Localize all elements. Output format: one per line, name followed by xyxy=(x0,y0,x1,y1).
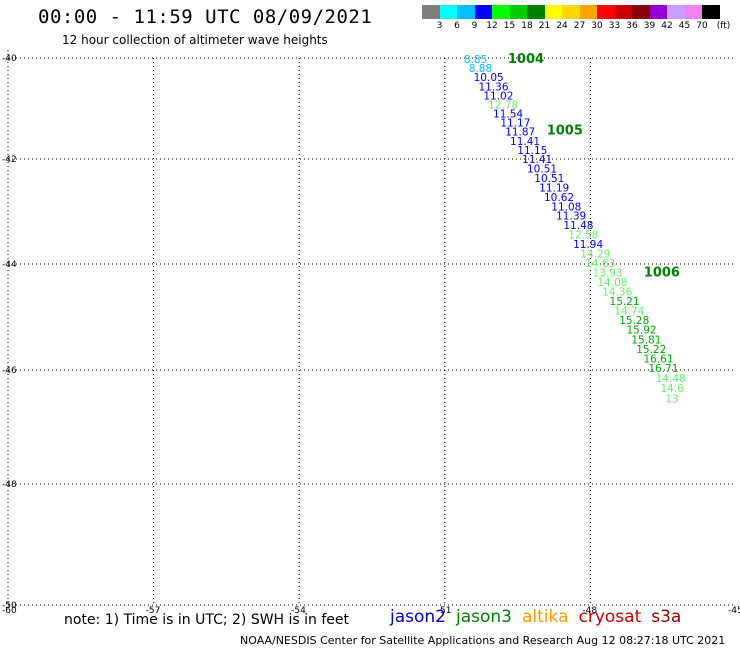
swh-value: 11.19 xyxy=(539,182,569,194)
colorbar-tick-label: 9 xyxy=(471,21,478,31)
swh-value: 11.41 xyxy=(522,154,552,166)
swh-value: 14.6 xyxy=(660,383,684,395)
colorbar-tick-label: 42 xyxy=(661,21,673,31)
colorbar-swatch xyxy=(614,5,632,19)
swh-value: 11.39 xyxy=(556,211,586,223)
latitude-label: -46 xyxy=(2,366,17,376)
swh-value: 14.63 xyxy=(585,258,615,270)
colorbar-tick-label: 70 xyxy=(696,21,708,31)
swh-value: 10.51 xyxy=(527,163,557,175)
pass-number: 1006 xyxy=(644,265,680,280)
swh-value: 11.36 xyxy=(478,81,508,93)
colorbar-swatch xyxy=(544,5,562,19)
swh-value: 10.05 xyxy=(474,72,504,84)
swh-value: 11.08 xyxy=(551,201,581,213)
latitude-label: -44 xyxy=(2,260,17,270)
colorbar-swatch xyxy=(439,5,457,19)
colorbar-swatch xyxy=(474,5,492,19)
colorbar-unit: (ft) xyxy=(716,21,731,31)
swh-value: 15.28 xyxy=(619,315,649,327)
colorbar-tick-label: 18 xyxy=(521,21,533,31)
pass-number: 1004 xyxy=(508,52,544,67)
latitude-label: -42 xyxy=(2,155,17,165)
swh-value: 11.15 xyxy=(517,145,547,157)
colorbar-swatch xyxy=(667,5,685,19)
swh-value: 15.92 xyxy=(627,325,657,337)
colorbar-tick-label: 30 xyxy=(591,21,603,31)
latitude-label: -50 xyxy=(2,601,17,611)
longitude-label: -45 xyxy=(728,606,740,616)
colorbar-swatch xyxy=(684,5,702,19)
swh-value: 14.36 xyxy=(602,287,632,299)
colorbar-swatch xyxy=(527,5,545,19)
swh-value: 11.94 xyxy=(573,239,603,251)
legend-altika: altika xyxy=(522,607,569,627)
swh-value: 12.58 xyxy=(568,230,598,242)
colorbar-tick-label: 36 xyxy=(626,21,638,31)
colorbar-tick-label: 12 xyxy=(486,21,498,31)
legend-cryosat: cryosat xyxy=(578,607,642,627)
colorbar-tick-label: 45 xyxy=(678,21,691,31)
swh-value: 11.17 xyxy=(500,118,530,130)
footer-note: note: 1) Time is in UTC; 2) SWH is in fe… xyxy=(64,612,350,628)
wave-height-colorbar xyxy=(422,5,720,19)
legend-jason3: jason3 xyxy=(456,607,512,627)
colorbar-tick-label: 6 xyxy=(454,21,460,31)
swh-value: 11.87 xyxy=(505,127,535,139)
latitude-label: -40 xyxy=(2,54,17,64)
longitude-label: -60 xyxy=(2,606,17,616)
colorbar-tick-label: 33 xyxy=(608,21,621,31)
colorbar-swatch xyxy=(649,5,667,19)
swh-value: 10.51 xyxy=(534,173,564,185)
latitude-label: -48 xyxy=(2,480,17,490)
colorbar-tick-label: 15 xyxy=(503,21,516,31)
swh-value: 14.48 xyxy=(656,373,686,385)
colorbar-tick-label: 21 xyxy=(538,21,551,31)
colorbar-swatch xyxy=(632,5,650,19)
swh-value: 11.48 xyxy=(563,220,593,232)
swh-value: 15.22 xyxy=(636,344,666,356)
swh-value: 14.08 xyxy=(597,277,627,289)
swh-value: 14.74 xyxy=(614,306,644,318)
map-title: 00:00 - 11:59 UTC 08/09/2021 xyxy=(38,6,373,28)
swh-value: 13 xyxy=(665,394,678,406)
swh-value: 11.41 xyxy=(510,136,540,148)
swh-value: 12.78 xyxy=(488,99,518,111)
swh-value: 11.02 xyxy=(483,90,513,102)
longitude-label: -51 xyxy=(437,606,452,616)
map-subtitle: 12 hour collection of altimeter wave hei… xyxy=(62,33,328,47)
swh-value: 15.81 xyxy=(631,334,661,346)
colorbar-swatch xyxy=(422,5,440,19)
colorbar-swatch xyxy=(702,5,720,19)
colorbar-swatch xyxy=(597,5,615,19)
colorbar-swatch xyxy=(562,5,580,19)
swh-value: 15.21 xyxy=(610,296,640,308)
footer-credit: NOAA/NESDIS Center for Satellite Applica… xyxy=(240,634,726,647)
swh-value: 14.29 xyxy=(580,249,610,261)
swh-value: 16.71 xyxy=(648,363,678,375)
colorbar-tick-label: 39 xyxy=(643,21,656,31)
longitude-label: -54 xyxy=(291,606,306,616)
legend-s3a: s3a xyxy=(651,607,682,627)
swh-value: 8.88 xyxy=(469,63,492,75)
swh-value: 8.85 xyxy=(464,54,487,66)
colorbar-swatch xyxy=(579,5,597,19)
swh-value: 10.62 xyxy=(544,192,574,204)
colorbar-tick-label: 24 xyxy=(556,21,568,31)
legend-jason2: jason2 xyxy=(390,607,446,627)
colorbar-labels: 3 6 9 12 15 18 21 24 27 30 33 36 39 42 45 70 (ft) xyxy=(422,21,740,33)
colorbar-tick-label: 27 xyxy=(573,21,586,31)
swh-value: 13.93 xyxy=(593,267,623,279)
swh-value: 16.61 xyxy=(643,353,673,365)
colorbar-swatch xyxy=(509,5,527,19)
colorbar-swatch xyxy=(492,5,510,19)
pass-number: 1005 xyxy=(547,124,583,139)
colorbar-swatch xyxy=(457,5,475,19)
colorbar-tick-label: 3 xyxy=(436,21,443,31)
swh-value: 11.54 xyxy=(493,109,523,121)
satellite-legend: jason2 jason3 altika cryosat s3a xyxy=(390,607,691,627)
longitude-label: -48 xyxy=(582,606,597,616)
longitude-label: -57 xyxy=(146,606,161,616)
